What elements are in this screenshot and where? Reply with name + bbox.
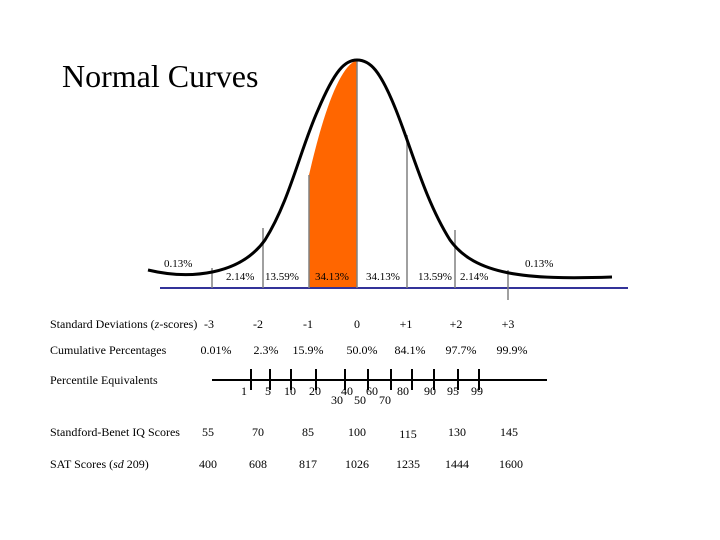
sd-value: -3: [204, 317, 214, 331]
sd-row-label: Standard Deviations (z-scores): [50, 317, 198, 331]
sd-value: +2: [449, 317, 463, 331]
cum-value: 50.0%: [346, 343, 378, 357]
pe-value: 1: [241, 384, 247, 398]
sat-value: 400: [199, 457, 217, 471]
cum-value: 99.9%: [496, 343, 528, 357]
right-tail-percent: 0.13%: [525, 258, 554, 270]
left-tail-percent: 0.13%: [164, 258, 193, 270]
cum-value: 97.7%: [445, 343, 477, 357]
sat-value: 1235: [396, 457, 420, 471]
iq-value: 130: [448, 425, 466, 439]
sd-value: 0: [354, 317, 360, 331]
iq-value: 115: [399, 427, 417, 441]
sat-value: 817: [299, 457, 317, 471]
band-percent-left-2: 2.14%: [226, 271, 255, 283]
percentile-ticks: [250, 369, 480, 390]
band-percent-center-left: 34.13%: [315, 271, 349, 283]
cum-value: 15.9%: [292, 343, 324, 357]
pe-value: 20: [309, 384, 321, 398]
page-title: Normal Curves: [62, 58, 259, 94]
highlight-area-34-percent: [309, 60, 357, 288]
sat-value: 1026: [345, 457, 369, 471]
pe-value: 95: [447, 384, 459, 398]
pe-value: 50: [354, 393, 366, 407]
iq-value: 85: [302, 425, 314, 439]
cum-row-label: Cumulative Percentages: [50, 343, 167, 357]
sd-guide-lines: [211, 60, 509, 300]
pe-value: 30: [331, 393, 343, 407]
band-percent-left-1: 13.59%: [265, 271, 299, 283]
iq-value: 70: [252, 425, 264, 439]
pe-value: 40: [341, 384, 353, 398]
sat-row-label: SAT Scores (sd 209): [50, 457, 149, 471]
iq-row-label: Standford-Benet IQ Scores: [50, 425, 180, 439]
bell-curve: [147, 58, 613, 280]
pe-value: 70: [379, 393, 391, 407]
sd-value: -1: [303, 317, 313, 331]
pe-value: 60: [366, 384, 378, 398]
sd-value: -2: [253, 317, 263, 331]
band-percent-right-1: 13.59%: [418, 271, 452, 283]
pe-value: 99: [471, 384, 483, 398]
cum-value: 84.1%: [394, 343, 426, 357]
pe-value: 10: [284, 384, 296, 398]
sat-value: 608: [249, 457, 267, 471]
cum-value: 0.01%: [200, 343, 232, 357]
pe-row-label: Percentile Equivalents: [50, 373, 158, 387]
sat-value: 1600: [499, 457, 523, 471]
sat-value: 1444: [445, 457, 469, 471]
iq-value: 100: [348, 425, 366, 439]
pe-value: 90: [424, 384, 436, 398]
cum-value: 2.3%: [253, 343, 279, 357]
pe-value: 80: [397, 384, 409, 398]
sd-value: +3: [501, 317, 515, 331]
iq-value: 55: [202, 425, 214, 439]
sd-value: +1: [399, 317, 413, 331]
pe-value: 5: [265, 384, 271, 398]
band-percent-right-2: 2.14%: [460, 271, 489, 283]
band-percent-center-right: 34.13%: [366, 271, 400, 283]
iq-value: 145: [500, 425, 518, 439]
